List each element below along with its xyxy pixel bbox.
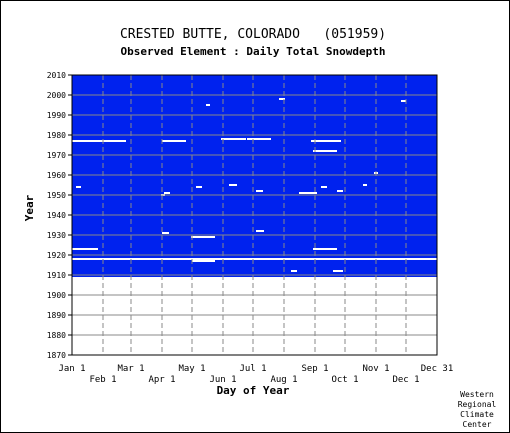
chart-subtitle: Observed Element : Daily Total Snowdepth xyxy=(121,45,386,58)
axes: 2010 2000 1990 1980 1970 1960 1950 1940 1930 1920… xyxy=(47,71,454,385)
y-tick-label: 1930 xyxy=(47,231,66,240)
y-tick-label: 1950 xyxy=(47,191,66,200)
missing-data-segment xyxy=(256,190,263,192)
missing-data-segment xyxy=(401,100,406,102)
chart-title: CRESTED BUTTE, COLORADO (051959) xyxy=(120,27,386,42)
x-tick-label: Mar 1 xyxy=(117,364,144,374)
missing-data-segment xyxy=(72,258,437,260)
missing-data-segment xyxy=(291,270,297,272)
missing-data-segment xyxy=(337,190,343,192)
missing-data-segment xyxy=(313,248,337,250)
missing-data-segment xyxy=(162,232,169,234)
y-tick-label: 1940 xyxy=(47,211,66,220)
x-tick-label: Dec 31 xyxy=(421,364,454,374)
y-tick-label: 1990 xyxy=(47,111,66,120)
credit-line: Center xyxy=(463,420,492,429)
credit-line: Western xyxy=(460,390,494,399)
missing-data-segment xyxy=(72,140,126,142)
x-tick-label: Dec 1 xyxy=(392,375,419,385)
missing-data-segment xyxy=(191,236,215,238)
missing-data-segment xyxy=(196,186,202,188)
y-tick-label: 1880 xyxy=(47,331,66,340)
y-tick-label: 1970 xyxy=(47,151,66,160)
x-tick-label: Nov 1 xyxy=(362,364,389,374)
missing-data-segment xyxy=(164,192,170,194)
y-tick-label: 1920 xyxy=(47,251,66,260)
missing-data-segment xyxy=(333,270,343,272)
missing-data-segment xyxy=(192,260,215,262)
missing-data-segment xyxy=(247,138,271,140)
missing-data-segment xyxy=(229,184,237,186)
credit-line: Climate xyxy=(460,410,494,419)
x-tick-label: Jan 1 xyxy=(58,364,85,374)
y-axis-label: Year xyxy=(23,194,36,221)
x-tick-label: Oct 1 xyxy=(331,375,358,385)
y-tick-label: 1910 xyxy=(47,271,66,280)
x-tick-label: Jun 1 xyxy=(209,375,236,385)
y-tick-label: 1870 xyxy=(47,351,66,360)
missing-data-segment xyxy=(76,186,81,188)
missing-data-segment xyxy=(279,98,285,100)
y-tick-label: 1890 xyxy=(47,311,66,320)
missing-data-segment xyxy=(72,248,98,250)
y-tick-label: 1980 xyxy=(47,131,66,140)
missing-data-segment xyxy=(221,138,246,140)
x-tick-label: May 1 xyxy=(178,364,205,374)
missing-data-segment xyxy=(313,150,337,152)
x-tick-label: Sep 1 xyxy=(301,364,328,374)
missing-data-segment xyxy=(162,140,186,142)
wrcc-credit: Western Regional Climate Center xyxy=(458,390,497,429)
y-tick-label: 1960 xyxy=(47,171,66,180)
y-tick-label: 2000 xyxy=(47,91,66,100)
y-tick-label: 2010 xyxy=(47,71,66,80)
missing-data-segment xyxy=(363,184,367,186)
y-tick-label: 1900 xyxy=(47,291,66,300)
missing-data-segment xyxy=(256,230,264,232)
missing-data-segment xyxy=(206,104,210,106)
missing-data-segment xyxy=(311,140,341,142)
credit-line: Regional xyxy=(458,400,497,409)
x-axis-label: Day of Year xyxy=(217,384,290,397)
x-tick-label: Aug 1 xyxy=(270,375,297,385)
x-tick-label: Apr 1 xyxy=(148,375,175,385)
missing-data-segment xyxy=(321,186,327,188)
missing-data-segment xyxy=(299,192,317,194)
x-tick-label: Feb 1 xyxy=(89,375,116,385)
observed-coverage-band xyxy=(72,75,437,277)
x-tick-label: Jul 1 xyxy=(239,364,266,374)
